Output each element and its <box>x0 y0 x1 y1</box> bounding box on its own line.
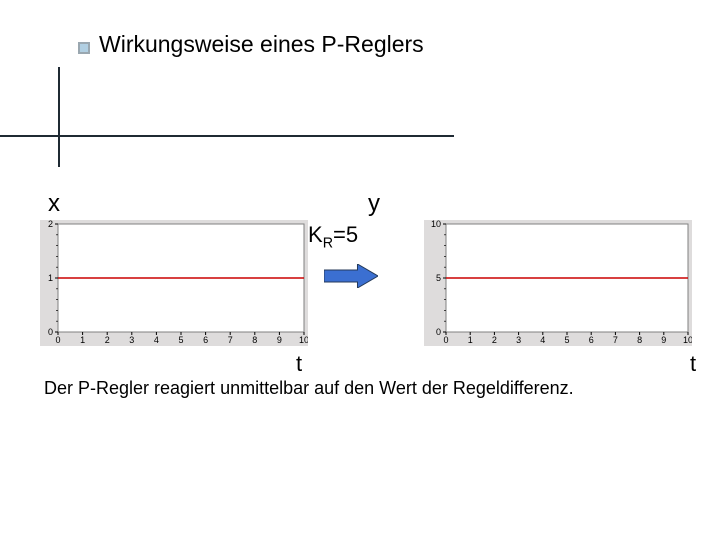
deco-vertical-line <box>58 67 60 167</box>
svg-text:4: 4 <box>154 335 159 345</box>
label-kr-suffix: =5 <box>333 222 358 247</box>
label-y: y <box>368 190 380 218</box>
svg-text:5: 5 <box>564 335 569 345</box>
slide-title: Wirkungsweise eines P-Reglers <box>99 31 424 58</box>
svg-text:9: 9 <box>661 335 666 345</box>
svg-text:10: 10 <box>299 335 308 345</box>
svg-text:2: 2 <box>48 220 53 229</box>
svg-text:2: 2 <box>105 335 110 345</box>
svg-text:6: 6 <box>589 335 594 345</box>
svg-text:1: 1 <box>80 335 85 345</box>
label-t-right: t <box>690 351 696 377</box>
svg-text:3: 3 <box>516 335 521 345</box>
label-x: x <box>48 190 60 218</box>
svg-text:10: 10 <box>431 220 441 229</box>
chart-left: 0 1 2 0 1 2 3 4 5 6 7 8 9 10 <box>40 220 308 346</box>
svg-text:7: 7 <box>228 335 233 345</box>
svg-text:8: 8 <box>252 335 257 345</box>
svg-text:0: 0 <box>48 327 53 337</box>
svg-text:7: 7 <box>613 335 618 345</box>
label-kr: KR=5 <box>308 222 358 251</box>
svg-text:1: 1 <box>468 335 473 345</box>
svg-text:3: 3 <box>129 335 134 345</box>
slide-root: { "title": { "text": "Wirkungsweise eine… <box>0 0 720 540</box>
svg-text:1: 1 <box>48 273 53 283</box>
svg-text:5: 5 <box>178 335 183 345</box>
svg-text:0: 0 <box>443 335 448 345</box>
svg-text:6: 6 <box>203 335 208 345</box>
svg-text:0: 0 <box>55 335 60 345</box>
label-kr-prefix: K <box>308 222 323 247</box>
arrow-icon <box>324 264 378 288</box>
svg-text:8: 8 <box>637 335 642 345</box>
deco-horizontal-line <box>0 135 454 137</box>
svg-text:4: 4 <box>540 335 545 345</box>
svg-text:5: 5 <box>436 273 441 283</box>
label-kr-sub: R <box>323 235 333 251</box>
svg-text:0: 0 <box>436 327 441 337</box>
chart-right: 0 5 10 0 1 2 3 4 5 6 7 8 9 10 <box>424 220 692 346</box>
label-t-left: t <box>296 351 302 377</box>
svg-text:9: 9 <box>277 335 282 345</box>
caption-text: Der P-Regler reagiert unmittelbar auf de… <box>44 378 574 399</box>
title-bullet-icon <box>78 42 90 54</box>
svg-text:10: 10 <box>683 335 692 345</box>
svg-text:2: 2 <box>492 335 497 345</box>
